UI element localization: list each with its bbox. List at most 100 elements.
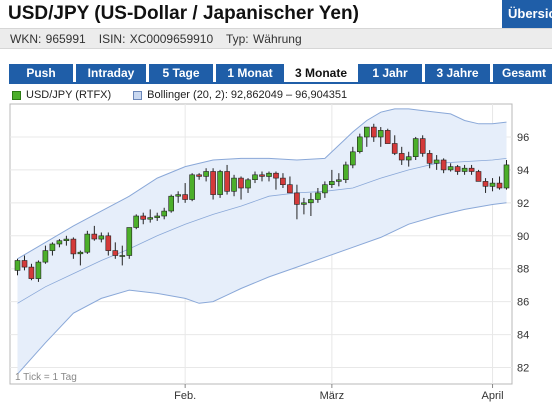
candle	[196, 173, 202, 180]
candle	[454, 164, 461, 175]
candle	[147, 209, 153, 223]
candle	[168, 194, 174, 213]
y-tick-label: 88	[517, 264, 529, 276]
candle-body	[370, 126, 377, 138]
type-label: Typ: Währung	[225, 32, 302, 46]
candle-body	[231, 177, 237, 192]
candle-body	[349, 151, 356, 166]
tab-5-tage[interactable]: 5 Tage	[149, 64, 213, 82]
candle-body	[294, 192, 300, 205]
tick-note: 1 Tick = 1 Tag	[15, 372, 77, 383]
candle-body	[84, 233, 91, 253]
candle	[105, 232, 112, 256]
candle-body	[426, 153, 433, 164]
candle	[133, 214, 139, 230]
candle	[35, 260, 42, 282]
candle-body	[412, 138, 419, 157]
candle-body	[496, 182, 503, 189]
candle	[419, 135, 426, 157]
candle	[461, 164, 468, 175]
candle-body	[238, 177, 244, 189]
candle	[112, 242, 119, 259]
candle-body	[454, 166, 461, 172]
series-swatch	[12, 90, 21, 100]
candle	[231, 174, 237, 197]
y-tick-label: 82	[517, 363, 529, 375]
candle-body	[210, 171, 216, 195]
candle-body	[287, 184, 293, 194]
candle	[377, 127, 384, 147]
candle-body	[308, 199, 314, 204]
chart-legend: USD/JPY (RTFX) Bollinger (20, 2): 92,862…	[12, 89, 347, 101]
tab-3-monate[interactable]: 3 Monate	[287, 64, 355, 82]
candle-body	[98, 235, 105, 240]
candle-body	[322, 184, 328, 194]
candle-body	[489, 182, 496, 187]
tab-push[interactable]: Push	[9, 64, 73, 82]
candle-body	[391, 143, 398, 154]
x-tick-label: April	[482, 390, 504, 402]
candle-body	[42, 250, 49, 263]
candle	[468, 164, 475, 175]
candle-body	[140, 215, 146, 220]
candle	[161, 207, 167, 220]
legend-series: USD/JPY (RTFX)	[26, 89, 112, 101]
y-tick-label: 92	[517, 198, 529, 210]
candle-body	[112, 250, 119, 256]
bollinger-band	[17, 108, 507, 375]
bollinger-lower-line	[17, 202, 507, 375]
candlestick-chart: 82 84 86 88 90 92 94 96 Feb. März April 1 Tick = …	[9, 103, 529, 402]
candle-body	[398, 153, 405, 161]
candle-body	[49, 243, 56, 251]
y-tick-label: 94	[517, 165, 529, 177]
candle-body	[189, 174, 195, 200]
candle-body	[126, 227, 133, 256]
tab-intraday[interactable]: Intraday	[76, 64, 146, 82]
candle	[56, 239, 63, 248]
candle	[224, 164, 230, 195]
candle	[189, 173, 195, 202]
candle-body	[175, 194, 181, 197]
wkn-label: WKN: 965991	[10, 32, 86, 46]
candle-body	[259, 174, 265, 177]
candle	[210, 168, 216, 200]
candle	[238, 176, 244, 200]
candle	[266, 171, 272, 182]
candle	[252, 171, 258, 184]
tab-3-jahre[interactable]: 3 Jahre	[425, 64, 490, 82]
candle	[342, 161, 349, 184]
isin-label: ISIN: XC0009659910	[98, 32, 214, 46]
tab-gesamt[interactable]: Gesamt	[493, 64, 552, 82]
y-tick-label: 84	[517, 330, 529, 342]
candle-body	[161, 210, 167, 217]
candle-body	[301, 202, 307, 205]
candle	[49, 242, 56, 256]
candle-body	[63, 238, 70, 242]
candle	[322, 181, 328, 198]
bollinger-swatch	[133, 90, 143, 100]
candle-body	[342, 164, 349, 181]
candle	[328, 169, 335, 188]
candle	[370, 123, 377, 142]
candle-body	[245, 179, 251, 189]
candle-body	[91, 233, 98, 240]
tab-1-jahr[interactable]: 1 Jahr	[358, 64, 422, 82]
candle	[21, 255, 28, 271]
candle	[14, 258, 21, 276]
candle	[175, 191, 181, 203]
candles	[14, 123, 510, 282]
y-tick-label: 96	[517, 132, 529, 144]
candle	[42, 245, 49, 264]
tab-1-monat[interactable]: 1 Monat	[216, 64, 284, 82]
y-tick-label: 86	[517, 297, 529, 309]
overview-button[interactable]: Übersicht	[502, 0, 552, 28]
candle	[482, 178, 489, 193]
candle-body	[266, 172, 272, 177]
candle-body	[154, 215, 160, 218]
candle-body	[56, 240, 63, 245]
y-tick-label: 90	[517, 231, 529, 243]
x-axis-ticks: Feb. März April	[174, 384, 504, 402]
candle	[84, 230, 91, 254]
candle-body	[273, 172, 279, 179]
candle-body	[21, 260, 28, 268]
